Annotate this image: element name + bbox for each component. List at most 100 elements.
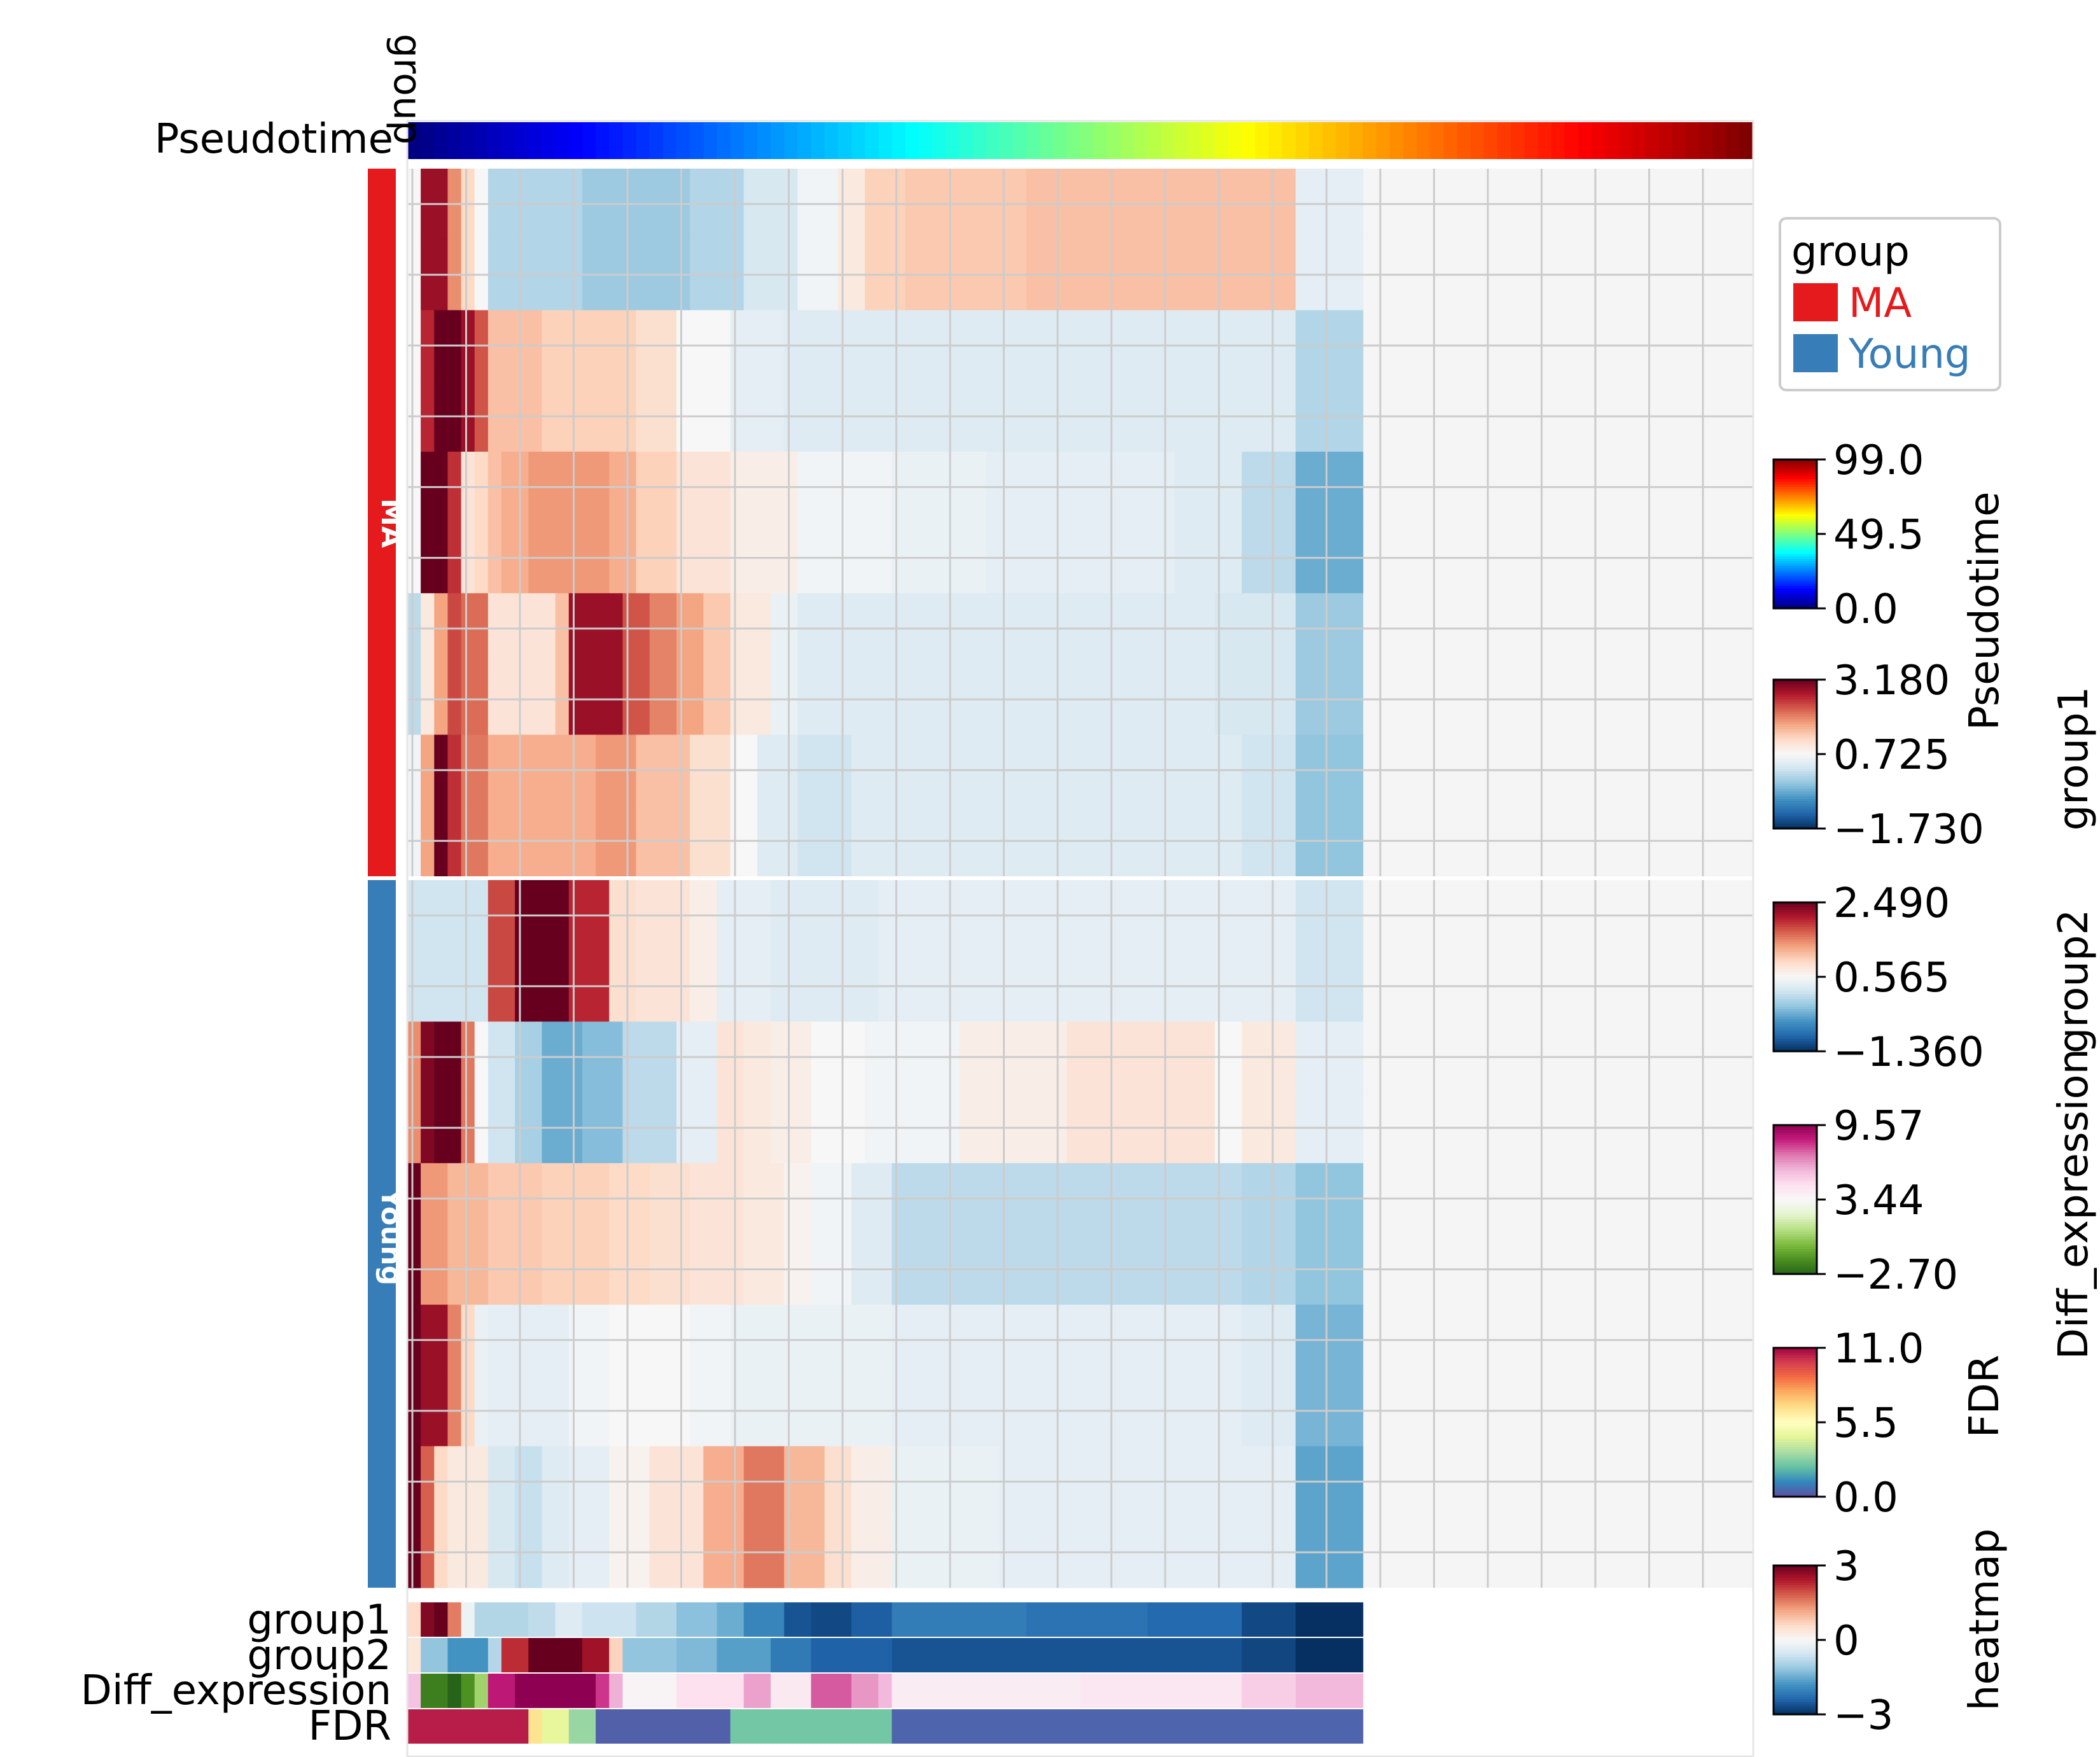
colorbar-slice <box>1774 1355 1817 1359</box>
pseudotime-cell <box>528 122 543 159</box>
colorbar-slice <box>1774 1691 1817 1695</box>
colorbar-slice <box>1774 494 1817 498</box>
colorbar-slice <box>1774 687 1817 690</box>
pseudotime-cell <box>892 122 906 159</box>
colorbar-slice <box>1774 1707 1817 1710</box>
colorbar-slice <box>1774 1424 1817 1428</box>
group-column-label: group <box>385 34 430 144</box>
colorbar-slice <box>1774 1130 1817 1133</box>
annotation-cell-group1 <box>743 1602 785 1637</box>
colorbar-slice <box>1774 1179 1817 1183</box>
colorbar-slice <box>1774 796 1817 799</box>
colorbar-slice <box>1774 1565 1817 1569</box>
colorbar-slice <box>1774 477 1817 480</box>
colorbar-slice <box>1774 1410 1817 1413</box>
colorbar-slice <box>1774 709 1817 713</box>
colorbar-slice <box>1774 559 1817 562</box>
colorbar-slice <box>1774 1590 1817 1593</box>
colorbar-slice <box>1774 1479 1817 1483</box>
pseudotime-bar <box>407 122 1754 159</box>
colorbar-slice <box>1774 501 1817 505</box>
pseudotime-cell <box>1537 122 1552 159</box>
colorbar-slice <box>1774 917 1817 920</box>
colorbar-slice <box>1774 561 1817 564</box>
colorbar-slice <box>1774 766 1817 769</box>
colorbar-slice <box>1774 746 1817 750</box>
colorbar-slice <box>1774 722 1817 725</box>
pseudotime-cell <box>487 122 502 159</box>
annotation-cell-diff-expression <box>676 1674 745 1708</box>
colorbar-slice <box>1774 1145 1817 1148</box>
colorbar-slice <box>1774 744 1817 747</box>
colorbar-slice <box>1774 826 1817 829</box>
bottom-annotations <box>407 1602 1364 1744</box>
colorbar-slice <box>1774 472 1817 475</box>
pseudotime-cell <box>999 122 1014 159</box>
annotation-cell-group1 <box>811 1602 852 1637</box>
colorbar-slice <box>1774 1147 1817 1151</box>
colorbar-slice <box>1774 1207 1817 1210</box>
pseudotime-cell <box>474 122 489 159</box>
colorbar-slice <box>1774 929 1817 933</box>
annotation-cell-group1 <box>851 1602 892 1637</box>
colorbar-slice <box>1774 1132 1817 1136</box>
colorbar-slice <box>1774 714 1817 718</box>
colorbar-slice <box>1774 1687 1817 1690</box>
colorbar-slice <box>1774 1697 1817 1700</box>
colorbar-slice <box>1774 956 1817 960</box>
colorbar-slice <box>1774 799 1817 802</box>
pseudotime-cell <box>1443 122 1458 159</box>
annotation-cell-group1 <box>528 1602 556 1637</box>
colorbar-slice <box>1774 779 1817 782</box>
colorbar-slice <box>1774 977 1817 980</box>
colorbar-slice <box>1774 1039 1817 1042</box>
colorbar-slice <box>1774 1247 1817 1250</box>
colorbar-slice <box>1774 741 1817 745</box>
colorbar-slice <box>1774 1469 1817 1473</box>
pseudotime-cell <box>542 122 556 159</box>
colorbar-slice <box>1774 932 1817 935</box>
annotation-cell-diff-expression <box>851 1674 879 1708</box>
colorbar-slice <box>1774 1352 1817 1356</box>
colorbar-slice <box>1774 1036 1817 1040</box>
colorbar-slice <box>1774 823 1817 827</box>
colorbar-title: FDR <box>1961 1355 2008 1438</box>
colorbar-slice <box>1774 1390 1817 1393</box>
colorbar-slice <box>1774 1454 1817 1458</box>
colorbar-slice <box>1774 1442 1817 1445</box>
colorbar-slice <box>1774 1159 1817 1163</box>
colorbar-slice <box>1774 563 1817 567</box>
colorbar-title: group2 <box>2050 909 2097 1054</box>
pseudotime-cell <box>1174 122 1189 159</box>
colorbar-slice <box>1774 1157 1817 1161</box>
colorbar-slice <box>1774 1184 1817 1188</box>
colorbar-slice <box>1774 794 1817 797</box>
annotation-cell-group1 <box>676 1602 718 1637</box>
colorbar-slice <box>1774 808 1817 812</box>
colorbar-slice <box>1774 904 1817 908</box>
colorbar-slice <box>1774 1368 1817 1371</box>
colorbar-slice <box>1774 967 1817 970</box>
annotation-cell-group2 <box>487 1638 502 1672</box>
colorbar-slice <box>1774 1150 1817 1153</box>
colorbar-slice <box>1774 1229 1817 1233</box>
annotation-cell-group2 <box>421 1638 449 1672</box>
colorbar-slice <box>1774 1264 1817 1267</box>
colorbar-slice <box>1774 1201 1817 1205</box>
colorbar-slice <box>1774 1620 1817 1623</box>
colorbar-slice <box>1774 1162 1817 1165</box>
colorbar-slice <box>1774 706 1817 710</box>
pseudotime-cell <box>905 122 920 159</box>
pseudotime-cell <box>1524 122 1539 159</box>
pseudotime-cell <box>743 122 758 159</box>
colorbar-slice <box>1774 771 1817 774</box>
colorbar-tick-label: 2.490 <box>1833 880 1950 927</box>
colorbar-slice <box>1774 1135 1817 1138</box>
colorbar-slice <box>1774 1679 1817 1683</box>
colorbar-slice <box>1774 571 1817 574</box>
colorbar-slice <box>1774 1457 1817 1460</box>
colorbar-tick-label: 0.725 <box>1833 732 1950 779</box>
pseudotime-cell <box>434 122 449 159</box>
annotation-cell-group1 <box>1147 1602 1242 1637</box>
